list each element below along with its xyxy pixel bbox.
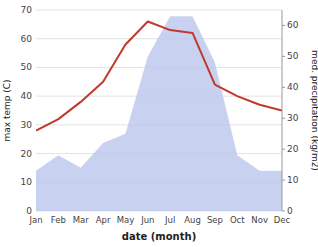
- y2-tick: [282, 56, 285, 57]
- y-axis-label: max temp (C): [2, 79, 12, 141]
- x-tick-label: Nov: [251, 215, 268, 225]
- y2-tick: [282, 149, 285, 150]
- y-tick-label: 60: [21, 34, 33, 44]
- x-tick-label: Jul: [164, 215, 175, 225]
- x-tick-label: Apr: [96, 215, 111, 225]
- x-tick-label: Feb: [51, 215, 66, 225]
- y-tick-label: 70: [21, 5, 33, 15]
- x-tick-label: Mar: [73, 215, 90, 225]
- y2-axis-label: med. precipitation (kg/m2): [310, 50, 318, 171]
- x-tick-label: Jun: [140, 215, 154, 225]
- y2-tick: [282, 211, 285, 212]
- y2-tick: [282, 87, 285, 88]
- plot-area: [36, 16, 282, 211]
- x-axis-label: date (month): [122, 231, 196, 242]
- x-tick-label: Oct: [230, 215, 245, 225]
- x-tick-label: Sep: [207, 215, 223, 225]
- y-tick-label: 50: [21, 62, 33, 72]
- y2-tick: [282, 118, 285, 119]
- y-tick-label: 10: [21, 177, 33, 187]
- y2-tick: [282, 180, 285, 181]
- y2-tick-label: 40: [287, 82, 299, 92]
- y2-tick-label: 20: [287, 144, 299, 154]
- x-tick-label: Jan: [28, 215, 42, 225]
- y2-tick-label: 60: [287, 20, 299, 30]
- x-tick-label: Dec: [274, 215, 291, 225]
- x-tick-label: Aug: [184, 215, 201, 225]
- temperature-line: [36, 21, 282, 130]
- page: {"chart_data": {"type": "line", "xlabel"…: [0, 0, 318, 247]
- y-tick-label: 40: [21, 91, 33, 101]
- y2-tick-label: 10: [287, 175, 299, 185]
- x-tick-label: May: [117, 215, 135, 225]
- y-tick-label: 20: [21, 149, 33, 159]
- y2-tick-label: 30: [287, 113, 299, 123]
- y2-axis-line: [282, 10, 283, 211]
- chart: 0102030405060700102030405060JanFebMarApr…: [0, 0, 318, 247]
- precipitation-area: [36, 16, 282, 211]
- chart-container: 0102030405060700102030405060JanFebMarApr…: [0, 0, 318, 247]
- y2-tick-label: 50: [287, 51, 299, 61]
- y2-tick: [282, 25, 285, 26]
- y-tick-label: 30: [21, 120, 33, 130]
- background: [0, 0, 318, 247]
- grid-line: [36, 10, 282, 11]
